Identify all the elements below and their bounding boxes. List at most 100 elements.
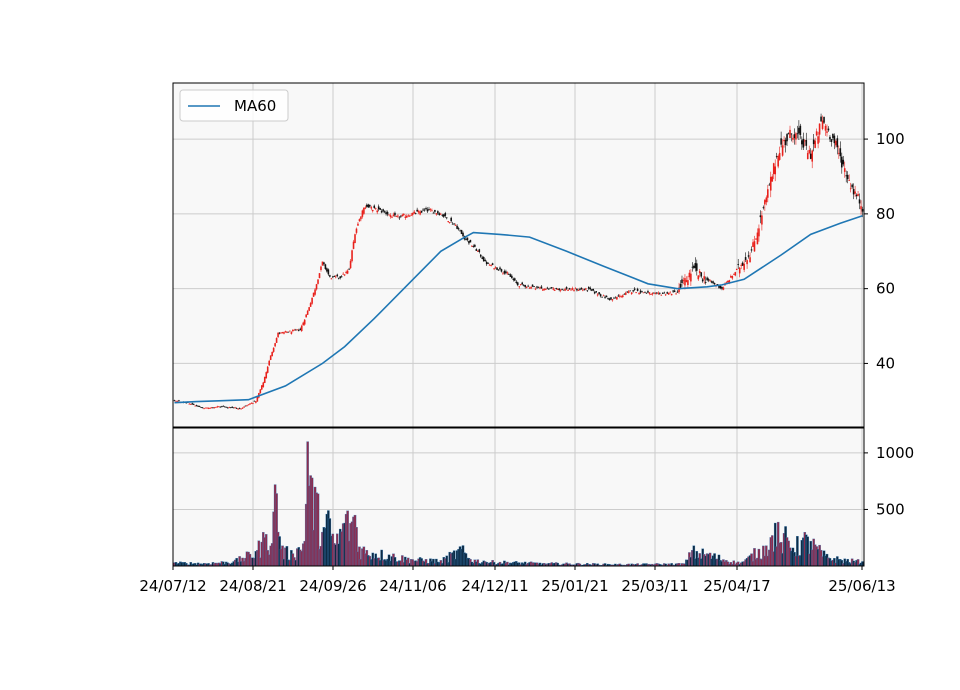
- candle-up: [408, 215, 411, 217]
- candle-down: [485, 261, 488, 265]
- candle-down: [426, 209, 429, 212]
- candle-down: [491, 263, 494, 265]
- candle-down: [861, 208, 864, 212]
- candle-down: [576, 288, 578, 291]
- candle-down: [226, 407, 229, 409]
- candle-down: [823, 117, 825, 123]
- candle-down: [546, 287, 549, 289]
- candle-down: [299, 328, 302, 330]
- candle-up: [734, 272, 737, 276]
- candle-down: [549, 287, 552, 289]
- candle-down: [827, 128, 830, 131]
- candle-up: [343, 274, 346, 276]
- candle-up: [209, 407, 211, 409]
- candle-down: [626, 291, 629, 293]
- candle-up: [454, 225, 457, 226]
- candle-down: [438, 213, 441, 216]
- candle-up: [781, 145, 784, 156]
- candle-down: [741, 262, 744, 266]
- candle-down: [681, 279, 683, 284]
- candle-down: [508, 274, 510, 275]
- candle-up: [494, 267, 497, 269]
- candle-up: [286, 331, 288, 333]
- candle-down: [469, 239, 472, 243]
- candle-down: [332, 276, 334, 278]
- candle-down: [327, 269, 330, 275]
- candle-down: [839, 148, 842, 157]
- candle-up: [361, 210, 364, 217]
- candle-up: [271, 351, 273, 357]
- candle-down: [185, 402, 188, 404]
- candle-down: [604, 296, 606, 298]
- candle-down: [661, 293, 664, 294]
- candle-down: [833, 135, 836, 144]
- x-tick-label: 25/03/11: [621, 577, 688, 595]
- x-tick-label: 25/04/17: [703, 577, 770, 595]
- candle-down: [737, 264, 740, 265]
- candle-up: [743, 263, 745, 270]
- candle-down: [802, 138, 805, 148]
- candle-down: [478, 249, 481, 253]
- candle-up: [528, 287, 531, 289]
- candle-down: [437, 211, 439, 214]
- candle-down: [840, 156, 843, 168]
- candle-up: [360, 216, 362, 220]
- candle-up: [188, 403, 191, 405]
- candle-up: [767, 189, 769, 198]
- candle-down: [759, 215, 762, 218]
- candle-up: [250, 402, 253, 404]
- candle-down: [694, 263, 697, 269]
- candle-up: [413, 211, 415, 214]
- candle-up: [619, 295, 621, 297]
- candle-up: [808, 149, 811, 154]
- candle-up: [814, 140, 816, 148]
- candle-up: [429, 209, 432, 211]
- candle-up: [252, 402, 254, 404]
- candle-up: [263, 376, 266, 383]
- candle-up: [543, 288, 546, 290]
- x-tick-label: 25/01/21: [541, 577, 608, 595]
- candle-up: [206, 407, 208, 409]
- candle-up: [570, 289, 572, 291]
- candle-up: [404, 216, 407, 218]
- candle-up: [746, 260, 748, 265]
- candle-up: [237, 408, 239, 410]
- candle-down: [450, 217, 452, 222]
- candle-up: [274, 343, 276, 347]
- candle-up: [243, 406, 245, 408]
- candle-up: [857, 193, 859, 196]
- x-axis-ticks: 24/07/12 24/08/21 24/09/26 24/11/06 24/12/11…: [139, 566, 896, 595]
- candle-down: [533, 285, 535, 287]
- candle-up: [616, 297, 618, 300]
- candle-up: [682, 280, 685, 282]
- candle-up: [838, 152, 840, 154]
- candle-down: [633, 288, 636, 290]
- volume-y-tick-label: 500: [876, 500, 905, 518]
- candle-up: [534, 288, 537, 290]
- candle-up: [690, 273, 692, 282]
- candle-up: [448, 222, 451, 223]
- candle-up: [318, 273, 321, 279]
- candle-up: [624, 292, 627, 295]
- candle-up: [596, 294, 599, 296]
- candle-down: [558, 288, 560, 291]
- candle-down: [398, 217, 401, 219]
- candle-up: [411, 212, 414, 215]
- candle-up: [660, 294, 663, 296]
- candle-down: [479, 254, 482, 257]
- candle-down: [658, 292, 661, 294]
- candle-down: [386, 211, 389, 215]
- candle-down: [195, 405, 198, 407]
- candle-up: [835, 141, 837, 146]
- candle-down: [656, 292, 658, 294]
- candle-up: [573, 289, 575, 291]
- price-y-ticks: 40 60 80 100: [864, 130, 905, 372]
- candle-down: [383, 211, 386, 213]
- candle-down: [830, 139, 833, 143]
- candle-down: [197, 405, 199, 407]
- candle-up: [502, 272, 504, 274]
- candle-up: [357, 223, 359, 226]
- candle-up: [249, 403, 251, 405]
- candle-up: [355, 228, 358, 233]
- candle-down: [212, 407, 214, 409]
